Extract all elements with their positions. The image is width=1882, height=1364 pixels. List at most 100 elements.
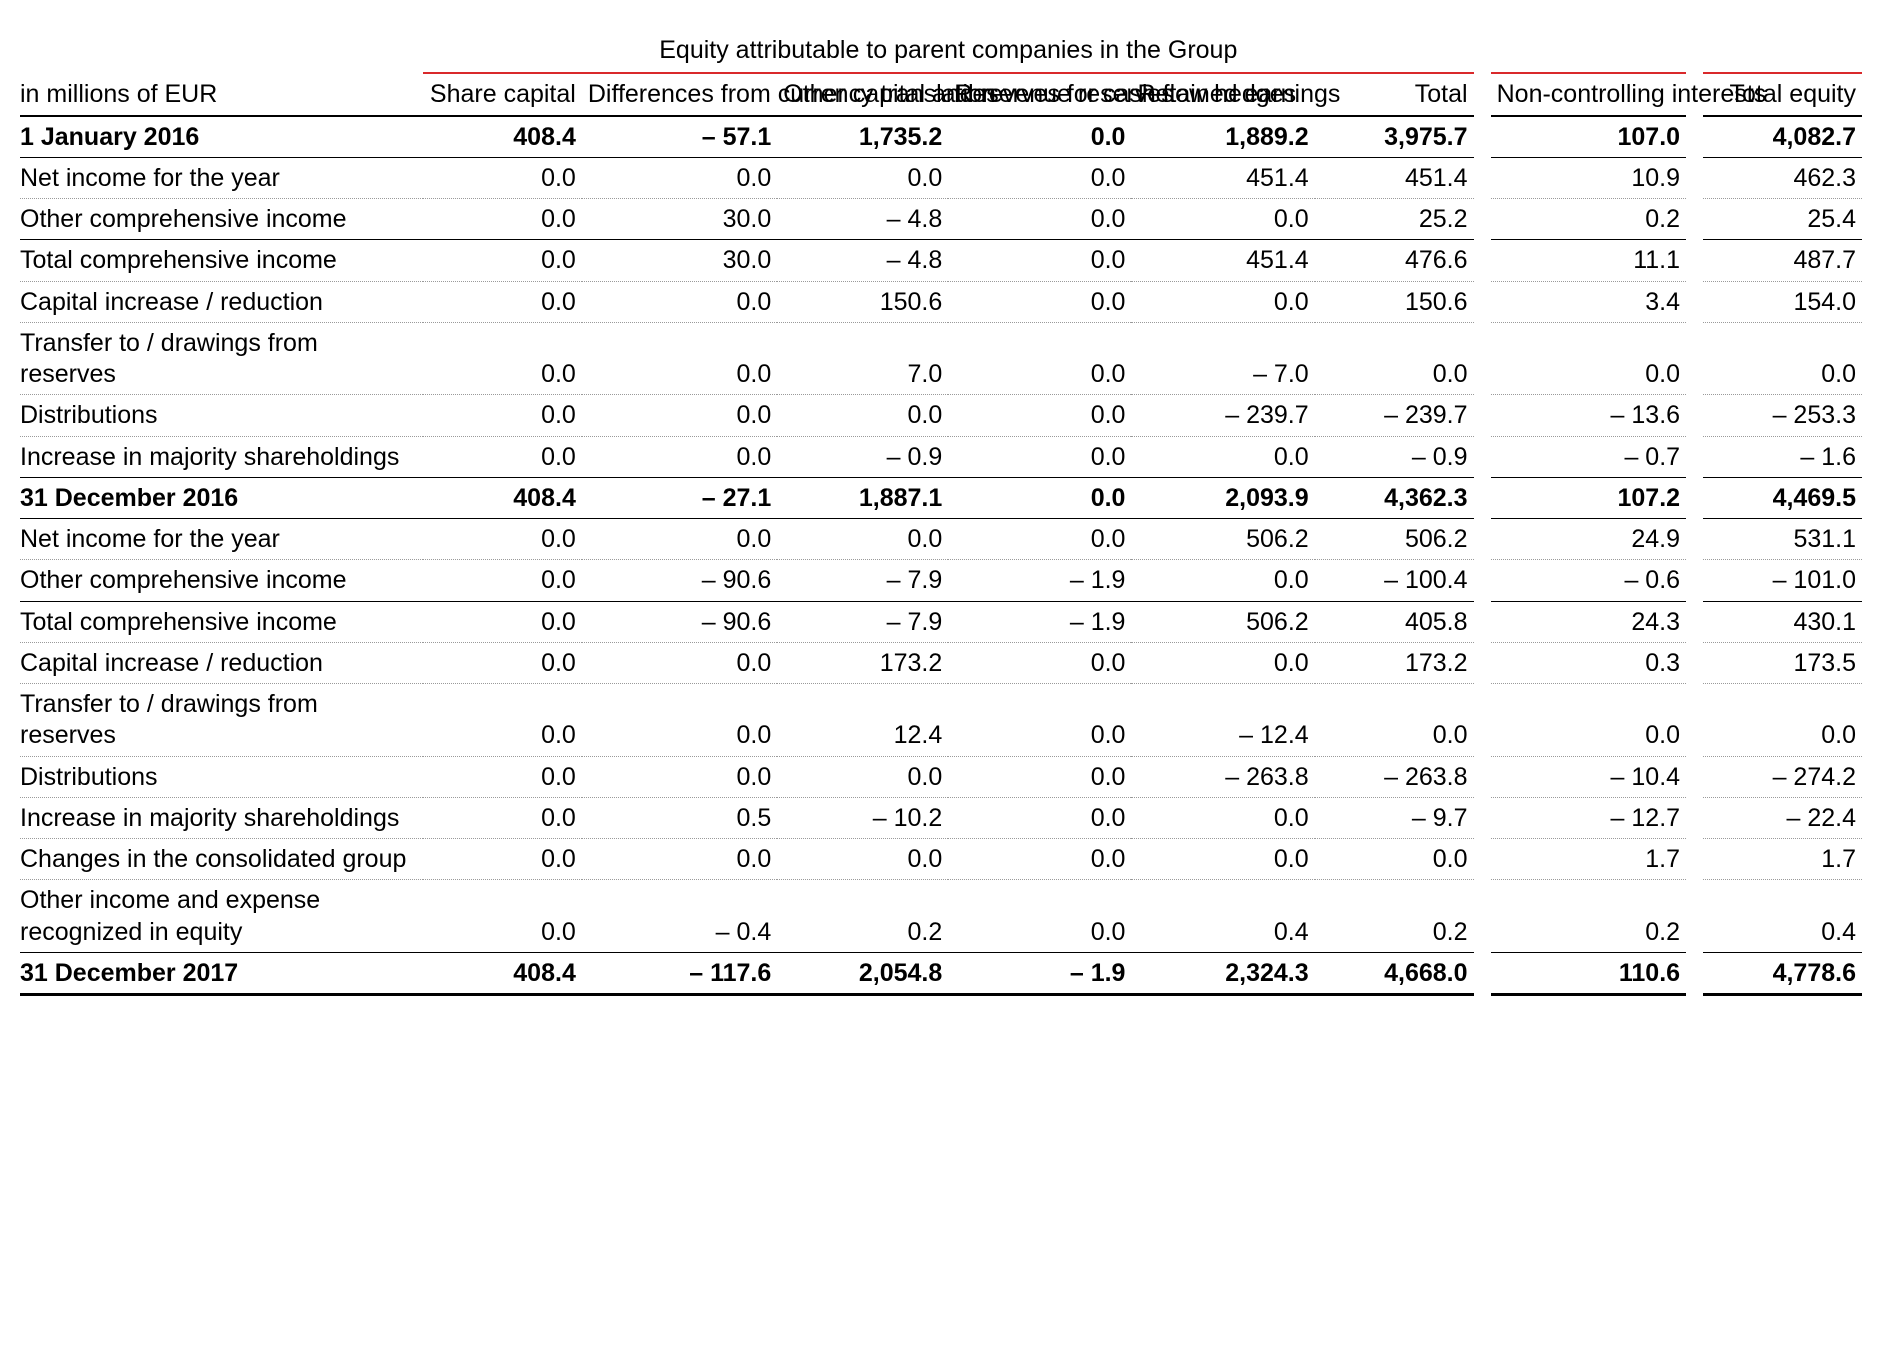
cell: 0.0	[1131, 642, 1314, 683]
row-label: Increase in majority shareholdings	[20, 436, 423, 477]
cell: – 7.9	[777, 560, 948, 601]
cell: 110.6	[1491, 952, 1686, 994]
cell: 0.0	[1131, 199, 1314, 240]
row-label: Total comprehensive income	[20, 601, 423, 642]
cell: – 1.6	[1703, 436, 1862, 477]
cell: 4,668.0	[1315, 952, 1474, 994]
row-label: Total comprehensive income	[20, 240, 423, 281]
cell: 173.5	[1703, 642, 1862, 683]
cell: 0.0	[423, 281, 582, 322]
cell: – 9.7	[1315, 797, 1474, 838]
spanner-nci	[1491, 30, 1686, 73]
cell: 451.4	[1131, 157, 1314, 198]
cell: 11.1	[1491, 240, 1686, 281]
row-label: Net income for the year	[20, 519, 423, 560]
cell: 0.0	[1315, 839, 1474, 880]
cell: 2,324.3	[1131, 952, 1314, 994]
cell: 487.7	[1703, 240, 1862, 281]
col-other-reserves: Other capital and revenue reserves	[777, 73, 948, 115]
cell: 0.0	[948, 157, 1131, 198]
cell: 1.7	[1491, 839, 1686, 880]
cell: – 12.7	[1491, 797, 1686, 838]
cell: – 239.7	[1131, 395, 1314, 436]
cell: – 90.6	[582, 601, 777, 642]
cell: – 263.8	[1131, 756, 1314, 797]
cell: 0.0	[582, 322, 777, 395]
cell: 405.8	[1315, 601, 1474, 642]
cell: – 0.7	[1491, 436, 1686, 477]
col-cashflow-hedges: Reserves for cash flow hedges	[948, 73, 1131, 115]
cell: 4,469.5	[1703, 477, 1862, 518]
cell: 0.0	[1131, 560, 1314, 601]
cell: 30.0	[582, 199, 777, 240]
cell: 0.0	[948, 642, 1131, 683]
cell: 3,975.7	[1315, 116, 1474, 158]
cell: – 4.8	[777, 240, 948, 281]
cell: 0.0	[948, 880, 1131, 953]
cell: – 90.6	[582, 560, 777, 601]
row-label: Transfer to / drawings from reserves	[20, 322, 423, 395]
col-fx-translation: Differences from currency translation	[582, 73, 777, 115]
cell: 0.0	[948, 477, 1131, 518]
cell: 0.0	[423, 684, 582, 757]
cell: 0.0	[948, 519, 1131, 560]
cell: – 4.8	[777, 199, 948, 240]
group-title: Equity attributable to parent companies …	[423, 30, 1473, 73]
cell: 0.0	[948, 436, 1131, 477]
cell: 0.0	[423, 560, 582, 601]
cell: 173.2	[1315, 642, 1474, 683]
row-label: Increase in majority shareholdings	[20, 797, 423, 838]
cell: 0.0	[423, 436, 582, 477]
cell: 0.0	[423, 157, 582, 198]
cell: – 10.2	[777, 797, 948, 838]
cell: 4,362.3	[1315, 477, 1474, 518]
cell: 1,887.1	[777, 477, 948, 518]
cell: 531.1	[1703, 519, 1862, 560]
unit-label: in millions of EUR	[20, 73, 423, 115]
cell: – 263.8	[1315, 756, 1474, 797]
cell: 0.0	[948, 116, 1131, 158]
cell: 0.0	[948, 756, 1131, 797]
col-share-capital: Share capital	[423, 73, 582, 115]
cell: 0.0	[582, 519, 777, 560]
cell: – 253.3	[1703, 395, 1862, 436]
cell: 0.0	[1491, 684, 1686, 757]
cell: 408.4	[423, 116, 582, 158]
cell: 4,778.6	[1703, 952, 1862, 994]
table-row: 1 January 2016408.4– 57.11,735.20.01,889…	[20, 116, 1862, 158]
cell: – 100.4	[1315, 560, 1474, 601]
cell: 0.0	[423, 642, 582, 683]
cell: 2,054.8	[777, 952, 948, 994]
table-row: Transfer to / drawings from reserves0.00…	[20, 684, 1862, 757]
row-label: 1 January 2016	[20, 116, 423, 158]
cell: – 13.6	[1491, 395, 1686, 436]
cell: 0.2	[1491, 880, 1686, 953]
cell: – 12.4	[1131, 684, 1314, 757]
cell: 0.0	[582, 642, 777, 683]
cell: – 1.9	[948, 952, 1131, 994]
cell: 462.3	[1703, 157, 1862, 198]
cell: 0.0	[948, 240, 1131, 281]
cell: 0.0	[948, 839, 1131, 880]
cell: 150.6	[1315, 281, 1474, 322]
cell: 3.4	[1491, 281, 1686, 322]
table-row: Capital increase / reduction0.00.0150.60…	[20, 281, 1862, 322]
table-row: Other comprehensive income0.0– 90.6– 7.9…	[20, 560, 1862, 601]
table-body: 1 January 2016408.4– 57.11,735.20.01,889…	[20, 116, 1862, 995]
cell: 24.3	[1491, 601, 1686, 642]
cell: – 0.4	[582, 880, 777, 953]
cell: – 0.6	[1491, 560, 1686, 601]
equity-table: Equity attributable to parent companies …	[20, 30, 1862, 996]
row-label: Distributions	[20, 395, 423, 436]
cell: 0.0	[1703, 684, 1862, 757]
cell: 0.0	[1131, 797, 1314, 838]
cell: 0.0	[777, 839, 948, 880]
table-row: Distributions0.00.00.00.0– 263.8– 263.8–…	[20, 756, 1862, 797]
cell: 0.0	[582, 756, 777, 797]
cell: 0.0	[777, 756, 948, 797]
cell: 1,889.2	[1131, 116, 1314, 158]
table-row: Capital increase / reduction0.00.0173.20…	[20, 642, 1862, 683]
row-label: Other income and expense recognized in e…	[20, 880, 423, 953]
table-row: Other comprehensive income0.030.0– 4.80.…	[20, 199, 1862, 240]
cell: 0.0	[423, 240, 582, 281]
